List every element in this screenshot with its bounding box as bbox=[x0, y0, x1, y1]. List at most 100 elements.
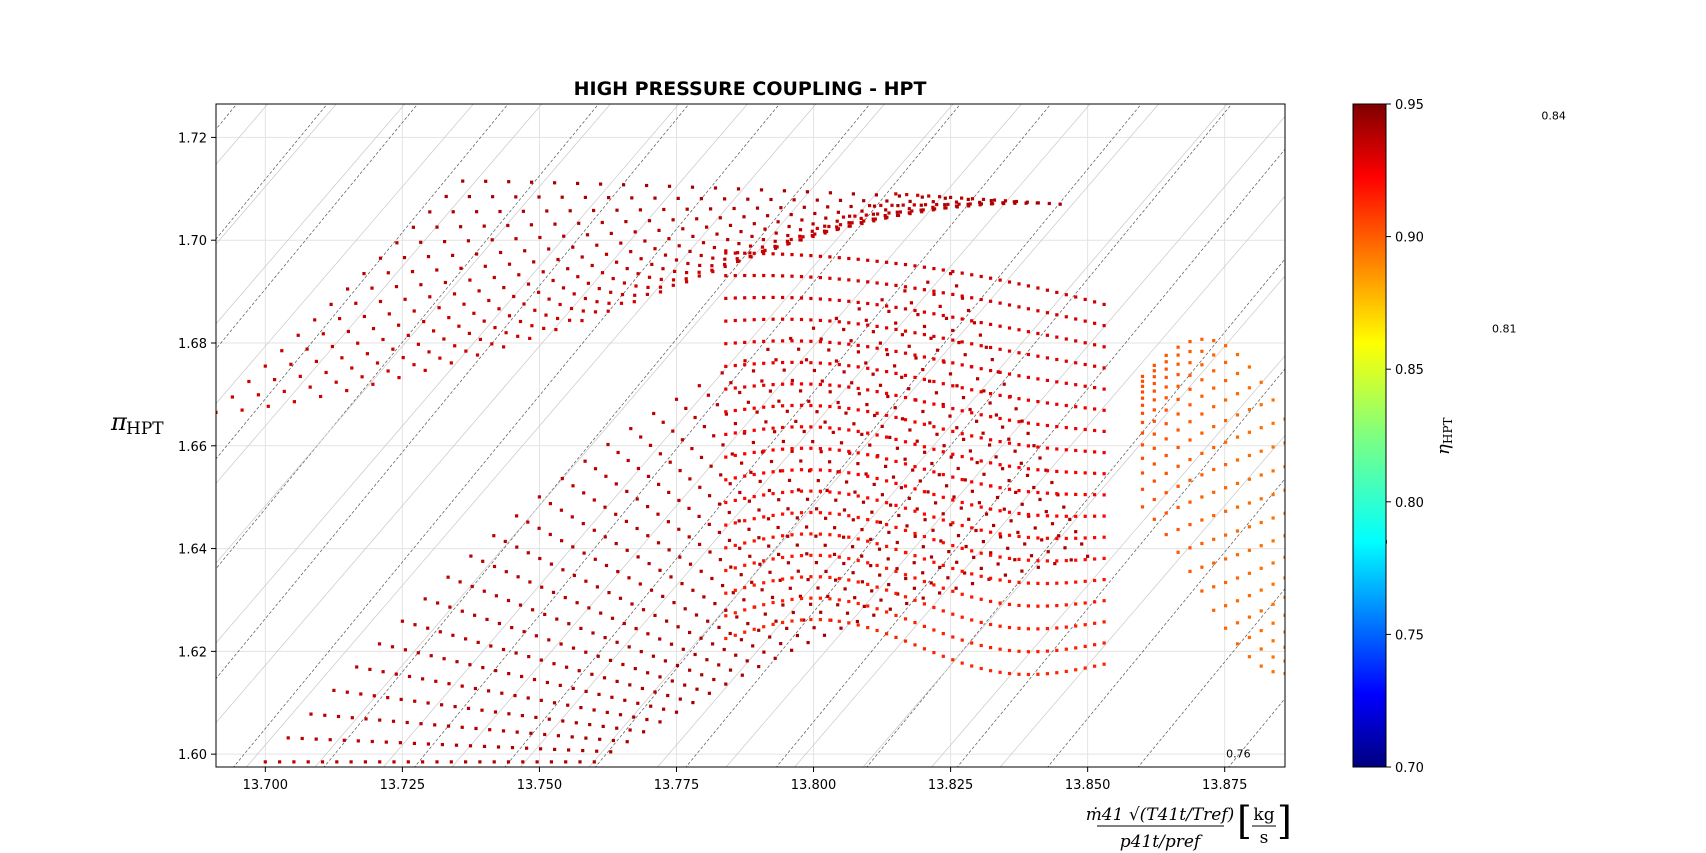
data-point bbox=[751, 369, 756, 373]
contour-line-light bbox=[216, 104, 680, 644]
data-point bbox=[818, 468, 822, 472]
data-point bbox=[1083, 449, 1087, 453]
data-point bbox=[461, 179, 465, 183]
data-point bbox=[1036, 468, 1040, 472]
data-point bbox=[614, 482, 618, 486]
data-point bbox=[444, 194, 448, 199]
data-point bbox=[922, 445, 926, 449]
data-point bbox=[979, 390, 983, 394]
data-point bbox=[856, 279, 860, 283]
data-point bbox=[771, 274, 775, 278]
data-point bbox=[370, 739, 374, 744]
data-point bbox=[800, 218, 804, 222]
data-point bbox=[1212, 339, 1216, 343]
data-point bbox=[416, 651, 420, 655]
data-point bbox=[1036, 490, 1040, 495]
data-point bbox=[484, 179, 488, 183]
data-point bbox=[864, 213, 868, 217]
data-point bbox=[447, 682, 451, 686]
data-point bbox=[979, 344, 983, 348]
data-point bbox=[763, 612, 767, 616]
data-point bbox=[661, 594, 665, 598]
data-point bbox=[944, 316, 949, 320]
data-point bbox=[1200, 589, 1204, 593]
data-point bbox=[403, 648, 407, 652]
data-point bbox=[561, 719, 565, 723]
data-point bbox=[868, 443, 872, 447]
data-point bbox=[561, 286, 566, 290]
data-point bbox=[970, 582, 975, 586]
data-point bbox=[809, 468, 813, 472]
data-point bbox=[653, 247, 657, 251]
data-point bbox=[903, 573, 908, 577]
data-point bbox=[849, 204, 853, 209]
data-point bbox=[842, 327, 846, 332]
data-point bbox=[771, 295, 775, 299]
data-point bbox=[1235, 458, 1240, 462]
data-point bbox=[903, 351, 908, 355]
x-tick-label: 13.875 bbox=[1202, 778, 1248, 793]
data-point bbox=[1050, 522, 1055, 526]
data-point bbox=[346, 287, 350, 291]
data-point bbox=[1212, 446, 1216, 450]
data-point bbox=[979, 597, 983, 601]
data-point bbox=[1083, 601, 1087, 605]
data-point bbox=[790, 378, 794, 383]
y-tick-label: 1.64 bbox=[178, 543, 207, 558]
data-point bbox=[847, 492, 851, 496]
data-point bbox=[371, 382, 375, 386]
data-point bbox=[1064, 536, 1068, 540]
data-point bbox=[728, 482, 732, 486]
data-point bbox=[979, 505, 983, 509]
data-point bbox=[976, 377, 980, 381]
data-point bbox=[989, 202, 994, 206]
data-point bbox=[743, 608, 747, 612]
data-point bbox=[421, 760, 425, 764]
data-point bbox=[998, 578, 1002, 582]
data-point bbox=[768, 389, 772, 393]
colorbar-tick-label: 0.80 bbox=[1395, 496, 1424, 511]
data-point bbox=[790, 317, 794, 321]
data-point bbox=[646, 505, 650, 509]
data-point bbox=[857, 392, 861, 396]
data-point bbox=[859, 221, 863, 225]
data-point bbox=[799, 296, 804, 300]
data-point bbox=[739, 638, 743, 642]
data-point bbox=[1017, 626, 1021, 630]
data-point bbox=[1164, 511, 1168, 515]
data-point bbox=[597, 287, 601, 291]
data-point bbox=[970, 411, 974, 415]
data-point bbox=[614, 542, 618, 546]
data-point bbox=[477, 289, 481, 293]
data-point bbox=[1093, 450, 1097, 454]
data-point bbox=[1164, 471, 1168, 475]
data-point bbox=[1083, 536, 1087, 540]
data-point bbox=[1026, 467, 1030, 471]
data-point bbox=[896, 592, 900, 596]
data-point bbox=[905, 601, 909, 606]
data-point bbox=[1200, 565, 1204, 569]
data-point bbox=[1017, 557, 1021, 561]
data-point bbox=[1017, 443, 1021, 447]
data-point bbox=[847, 321, 851, 325]
data-point bbox=[391, 719, 396, 723]
data-point bbox=[789, 237, 793, 242]
contour-line-light bbox=[931, 355, 1285, 767]
data-point bbox=[932, 447, 936, 451]
data-point bbox=[755, 410, 759, 414]
data-point bbox=[1188, 373, 1192, 377]
data-point bbox=[658, 675, 662, 679]
data-point bbox=[941, 473, 945, 477]
data-point bbox=[556, 316, 560, 321]
data-point bbox=[1188, 438, 1192, 442]
data-point bbox=[1093, 364, 1097, 368]
data-point bbox=[752, 450, 756, 454]
data-point bbox=[1083, 384, 1087, 388]
data-point bbox=[885, 523, 889, 527]
data-point bbox=[760, 249, 765, 253]
data-point bbox=[960, 340, 964, 344]
data-point bbox=[845, 480, 849, 484]
data-point bbox=[1064, 381, 1068, 385]
data-point bbox=[989, 461, 993, 465]
data-point bbox=[1046, 550, 1050, 554]
